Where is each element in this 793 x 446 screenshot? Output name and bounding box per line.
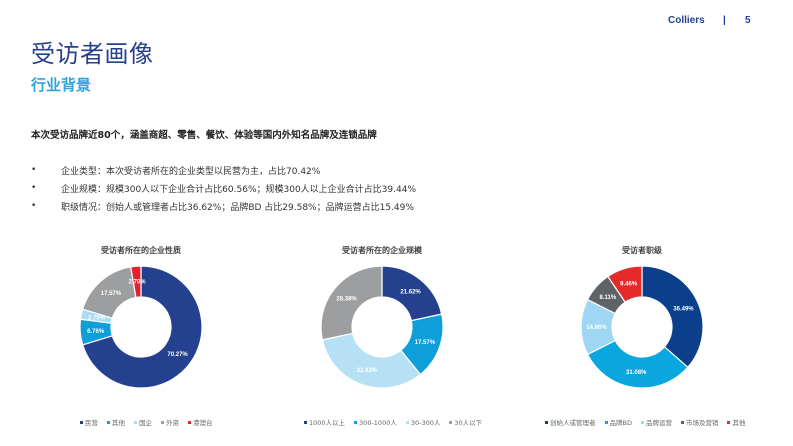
legend-item: 30-300人 (405, 417, 441, 427)
slice-label: 17.57% (101, 291, 122, 297)
legend-item: 创始人或管理者 (545, 417, 596, 427)
bullet-marker: • (31, 165, 37, 175)
legend-item: 300-1000人 (354, 417, 397, 427)
slice-label: 17.57% (415, 340, 436, 346)
legend-item: 其他 (107, 417, 125, 427)
legend-enterprise-type: 民营 其他 国企 外资 港澳台 (80, 417, 213, 427)
legend-item: 30人以下 (449, 417, 482, 427)
brand-name: Colliers (668, 15, 705, 26)
bullet-text: 职级情况：创始人或管理者占比36.62%；品牌BD 占比29.58%；品牌运营占… (61, 202, 414, 213)
legend-swatch-icon (134, 420, 137, 424)
legend-item: 品牌运营 (640, 417, 672, 427)
donut-slice (607, 265, 643, 303)
donut-chart: 36.49% 31.08% 14.86% 8.11% 9.46% (580, 265, 704, 389)
slice-label: 36.49% (673, 306, 694, 312)
legend-swatch-icon (188, 420, 191, 424)
bullet-text: 企业类型：本次受访者所在的企业类型以民营为主，占比70.42% (61, 166, 321, 177)
legend-swatch-icon (161, 420, 164, 424)
legend-label: 创始人或管理者 (550, 419, 596, 427)
legend-swatch-icon (680, 420, 684, 424)
bullet-item: • 企业规模：规模300人以下企业合计占比60.56%；规模300人以上企业合计占… (31, 179, 416, 197)
legend-label: 市场及营销 (685, 419, 719, 427)
chart-enterprise-size: 受访者所在的企业规模 21.62% 17.57% 32.43% 28.38% (302, 245, 462, 389)
chart-title: 受访者所在的企业性质 (101, 246, 181, 255)
bullet-marker: • (31, 183, 37, 193)
slice-label: 14.86% (586, 325, 607, 331)
legend-item: 外资 (161, 417, 179, 427)
slice-label: 32.43% (357, 368, 378, 374)
donut-slice (641, 265, 704, 369)
legend-swatch-icon (405, 420, 409, 424)
chart-enterprise-type: 受访者所在的企业性质 70.27% 6.76% 2.70% 17.57% 2.70% (61, 245, 221, 389)
legend-item: 港澳台 (188, 417, 213, 427)
page-title: 受访者画像 (31, 40, 154, 68)
legend-swatch-icon (107, 420, 110, 424)
slice-label: 2.70% (129, 280, 147, 286)
donut-chart: 21.62% 17.57% 32.43% 28.38% (320, 265, 444, 389)
legend-item: 市场及营销 (680, 417, 719, 427)
legend-label: 30-300人 (410, 419, 441, 427)
donut-slice (321, 332, 422, 389)
bullet-item: • 职级情况：创始人或管理者占比36.62%；品牌BD 占比29.58%；品牌运营… (31, 197, 416, 215)
legend-label: 港澳台 (193, 419, 213, 427)
lead-statement: 本次受访品牌近80个，涵盖商超、零售、餐饮、体验等国内外知名品牌及连锁品牌 (31, 130, 377, 141)
section-subtitle: 行业背景 (31, 76, 92, 94)
legend-enterprise-size: 1000人以上 300-1000人 30-300人 30人以下 (304, 417, 482, 427)
donut-chart: 70.27% 6.76% 2.70% 17.57% 2.70% (79, 265, 203, 389)
legend-label: 品牌BD (609, 419, 632, 427)
chart-title: 受访者所在的企业规模 (342, 246, 422, 255)
legend-swatch-icon (80, 420, 83, 424)
legend-label: 1000人以上 (309, 419, 346, 427)
bullet-text: 企业规模：规模300人以下企业合计占比60.56%；规模300人以上企业合计占比… (61, 184, 416, 195)
legend-label: 其他 (732, 419, 746, 427)
legend-swatch-icon (640, 420, 644, 424)
slice-label: 31.08% (626, 370, 647, 376)
legend-label: 300-1000人 (359, 419, 397, 427)
legend-label: 民营 (85, 419, 98, 427)
summary-bullets: • 企业类型：本次受访者所在的企业类型以民营为主，占比70.42% • 企业规模：规… (31, 161, 416, 215)
legend-label: 国企 (139, 419, 152, 427)
legend-swatch-icon (304, 420, 307, 424)
legend-item: 1000人以上 (304, 417, 345, 427)
bullet-marker: • (31, 201, 37, 211)
legend-label: 其他 (112, 419, 125, 427)
donut-slice (81, 265, 203, 389)
legend-label: 品牌运营 (645, 419, 672, 427)
donut-slice (320, 265, 383, 341)
page-number: 5 (745, 15, 751, 26)
slice-label: 70.27% (167, 352, 188, 358)
legend-job-level: 创始人或管理者 品牌BD 品牌运营 市场及营销 其他 (545, 417, 745, 427)
legend-item: 品牌BD (604, 417, 632, 427)
donut-slice (130, 265, 142, 299)
bullet-item: • 企业类型：本次受访者所在的企业类型以民营为主，占比70.42% (31, 161, 416, 179)
legend-item: 国企 (134, 417, 152, 427)
legend-swatch-icon (604, 420, 608, 424)
header-brand: Colliers | 5 (668, 15, 751, 26)
chart-title: 受访者职级 (622, 246, 662, 255)
slice-label: 21.62% (400, 290, 421, 296)
legend-swatch-icon (449, 420, 453, 424)
slice-label: 8.11% (599, 295, 616, 301)
header-separator: | (723, 15, 726, 26)
legend-label: 外资 (166, 419, 179, 427)
legend-swatch-icon (727, 420, 731, 424)
slice-label: 6.76% (87, 329, 105, 335)
chart-job-level: 受访者职级 36.49% 31.08% 14.86% 8.11% 9.46% (562, 245, 722, 389)
legend-label: 30人以下 (454, 419, 483, 427)
slice-label: 9.46% (620, 281, 638, 287)
slice-label: 2.70% (88, 315, 106, 321)
legend-swatch-icon (354, 420, 358, 424)
donut-slice (586, 339, 689, 389)
legend-swatch-icon (545, 420, 548, 424)
slice-label: 28.38% (336, 296, 357, 302)
legend-item: 其他 (727, 417, 745, 427)
legend-item: 民营 (80, 417, 98, 427)
